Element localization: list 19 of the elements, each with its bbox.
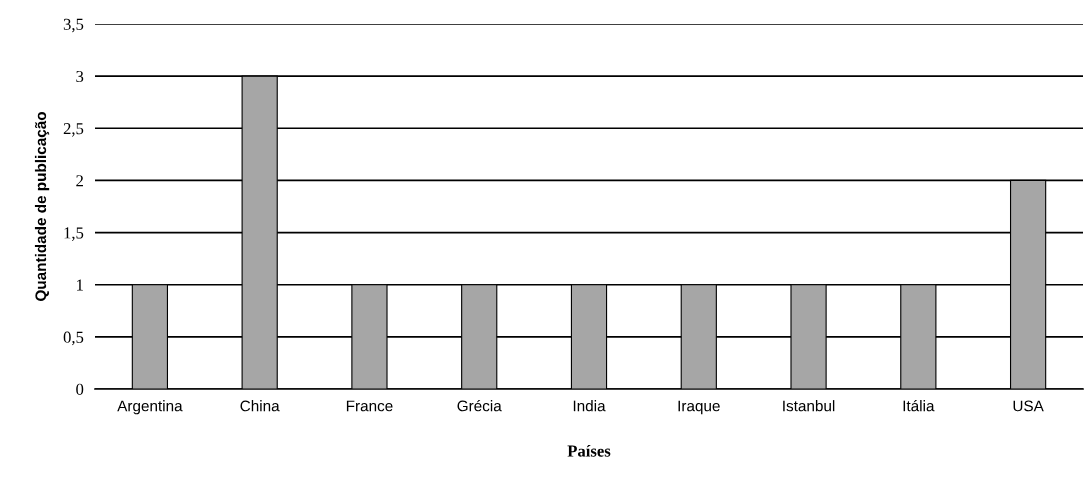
- y-tick-label: 3,5: [63, 18, 84, 33]
- y-tick-label: 1,5: [64, 227, 84, 241]
- x-tick-label: France: [346, 400, 393, 412]
- y-axis-title: Quantidade de publicação: [34, 112, 50, 301]
- x-tick-label: Itália: [903, 399, 935, 412]
- x-tick-label: USA: [1013, 400, 1044, 412]
- y-tick-label: 2: [76, 175, 83, 187]
- y-tick-label: 2,5: [63, 123, 84, 137]
- y-tick-label: 0: [76, 383, 84, 395]
- x-axis-title: Países: [567, 444, 611, 457]
- y-tick-label: 0,5: [63, 331, 84, 346]
- y-tick-label: 3: [76, 70, 84, 83]
- x-tick-label: China: [240, 400, 280, 412]
- x-tick-label: Argentina: [117, 400, 183, 415]
- x-tick-label: Istanbul: [783, 400, 835, 412]
- y-tick-label: 1: [77, 279, 83, 291]
- x-tick-label: India: [573, 400, 606, 412]
- x-tick-label: Iraque: [678, 400, 720, 415]
- x-tick-label: Grécia: [457, 399, 502, 412]
